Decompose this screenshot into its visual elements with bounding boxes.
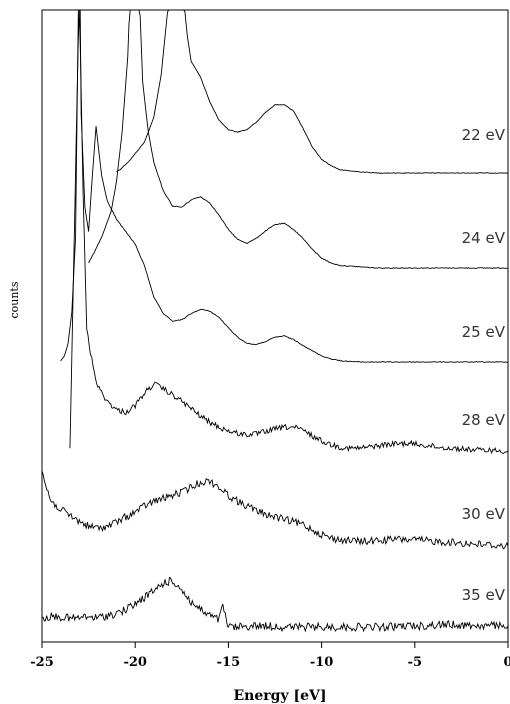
series-label: 25 eV bbox=[462, 323, 506, 341]
series-line-22-ev bbox=[116, 9, 509, 174]
series-label: 24 eV bbox=[462, 229, 506, 247]
plot-frame bbox=[41, 9, 509, 643]
x-tick-label: -15 bbox=[217, 655, 241, 670]
x-tick-label: -25 bbox=[30, 655, 54, 670]
x-axis-title: Energy [eV] bbox=[234, 688, 327, 704]
series-line-35-ev bbox=[41, 576, 509, 633]
series-label: 35 eV bbox=[462, 586, 506, 604]
x-axis-ticks: -25 -20 -15 -10 -5 0 bbox=[30, 642, 510, 670]
series-label: 28 eV bbox=[462, 411, 506, 429]
x-tick-label: -10 bbox=[310, 655, 334, 670]
x-tick-label: -20 bbox=[123, 655, 147, 670]
series-label: 30 eV bbox=[462, 505, 506, 523]
y-axis-title: counts bbox=[8, 281, 21, 318]
series-label: 22 eV bbox=[462, 126, 506, 144]
x-tick-label: 0 bbox=[503, 655, 510, 670]
x-tick-label: -5 bbox=[408, 655, 422, 670]
series-line-30-ev bbox=[41, 470, 509, 550]
series-line-28-ev bbox=[69, 9, 509, 455]
series-label-layer: 22 eV 24 eV 25 eV 28 eV 30 eV 35 eV bbox=[462, 126, 506, 604]
series-line-24-ev bbox=[88, 9, 509, 269]
series-line-25-ev bbox=[60, 9, 509, 363]
series-layer bbox=[41, 9, 509, 633]
